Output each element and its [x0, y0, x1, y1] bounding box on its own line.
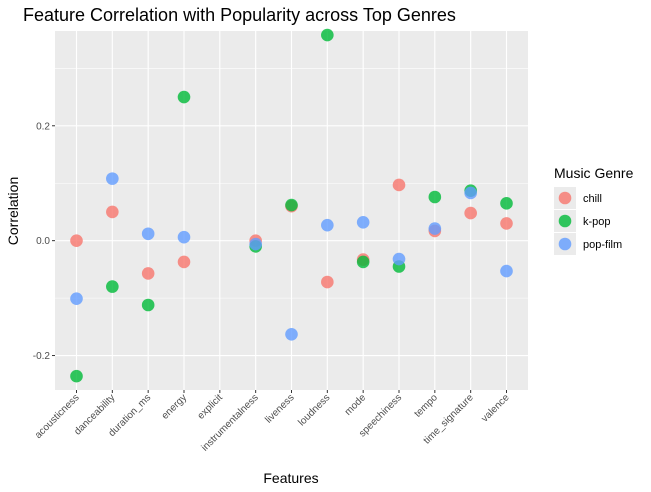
point-k-pop	[321, 28, 334, 42]
point-pop-film	[70, 292, 83, 305]
x-tick-label: energy	[160, 392, 189, 421]
point-k-pop	[285, 198, 298, 212]
point-k-pop	[500, 197, 513, 210]
point-pop-film	[249, 237, 262, 251]
point-chill	[464, 206, 477, 220]
x-tick-label: liveness	[263, 392, 296, 425]
y-tick-label: 0.0	[36, 236, 50, 247]
legend-label: chill	[583, 193, 602, 205]
x-tick-label: acousticness	[33, 392, 82, 441]
x-tick-label: loudness	[296, 392, 332, 428]
point-chill	[500, 217, 513, 230]
point-pop-film	[321, 218, 334, 232]
point-chill	[321, 275, 334, 289]
x-tick-label: tempo	[413, 392, 441, 420]
point-pop-film	[141, 227, 155, 241]
point-pop-film	[500, 264, 513, 278]
point-pop-film	[392, 252, 406, 266]
point-k-pop	[106, 280, 119, 293]
y-axis-title: Correlation	[5, 177, 21, 245]
legend-title: Music Genre	[554, 165, 634, 181]
point-k-pop	[141, 298, 155, 312]
point-k-pop	[177, 90, 191, 104]
point-pop-film	[464, 186, 477, 200]
point-k-pop	[428, 190, 442, 204]
point-chill	[70, 234, 83, 247]
point-pop-film	[285, 327, 298, 341]
point-k-pop	[356, 255, 370, 269]
chart-title: Feature Correlation with Popularity acro…	[23, 5, 456, 25]
point-chill	[106, 205, 119, 219]
grid	[55, 31, 528, 390]
legend-swatch-pop-film	[558, 237, 572, 251]
y-tick-label: 0.2	[36, 121, 50, 132]
x-tick-label: explicit	[196, 392, 226, 422]
legend-swatch-chill	[558, 191, 572, 205]
y-tick-label: -0.2	[33, 351, 51, 362]
x-tick-label: mode	[343, 392, 369, 418]
point-k-pop	[70, 369, 83, 383]
legend-swatch-k-pop	[558, 214, 572, 228]
x-axis-title: Features	[263, 470, 318, 486]
point-chill	[177, 255, 191, 269]
legend: Music Genre chill k-pop pop-film	[554, 165, 634, 255]
point-pop-film	[177, 230, 191, 244]
data-points	[70, 28, 513, 383]
point-chill	[392, 178, 406, 192]
legend-label: k-pop	[583, 216, 611, 228]
point-chill	[141, 267, 155, 280]
point-pop-film	[106, 172, 119, 185]
legend-label: pop-film	[583, 239, 622, 251]
x-tick-label: valence	[479, 392, 511, 424]
point-pop-film	[356, 215, 370, 229]
point-pop-film	[428, 222, 442, 235]
